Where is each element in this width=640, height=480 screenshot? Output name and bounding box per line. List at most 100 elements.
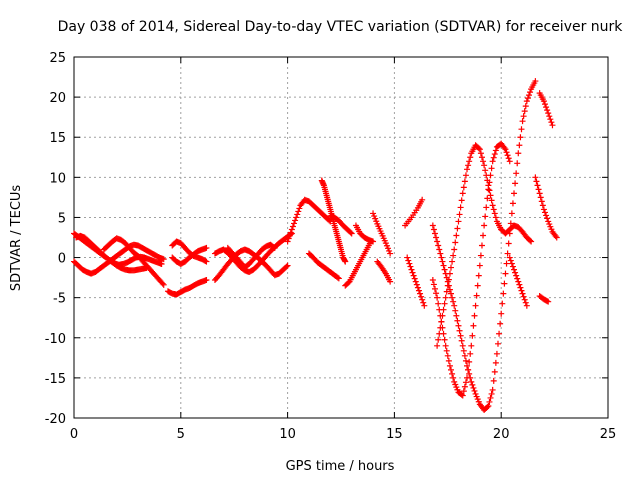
- data-point: [420, 299, 427, 306]
- data-point: [160, 256, 167, 263]
- data-point: [487, 192, 494, 199]
- data-point: [453, 232, 460, 239]
- data-point: [382, 240, 389, 247]
- data-point: [462, 379, 469, 386]
- data-point: [549, 122, 556, 129]
- data-point: [471, 387, 478, 394]
- data-point: [545, 110, 552, 117]
- data-point: [546, 221, 553, 228]
- series-arc-14: [327, 212, 355, 237]
- data-point: [404, 254, 411, 261]
- data-point: [527, 89, 534, 96]
- data-point: [519, 118, 526, 125]
- data-point: [471, 312, 478, 319]
- data-point: [348, 230, 355, 237]
- series-arc-28: [536, 293, 552, 305]
- data-point: [430, 226, 437, 233]
- data-point: [433, 234, 440, 241]
- data-point: [494, 340, 501, 347]
- data-point: [449, 370, 456, 377]
- data-point: [464, 166, 471, 173]
- data-point: [537, 194, 544, 201]
- data-point: [513, 272, 520, 279]
- data-point: [491, 368, 498, 375]
- data-point: [505, 155, 512, 162]
- series-arc-4: [100, 235, 167, 288]
- data-point: [443, 288, 450, 295]
- data-point: [434, 342, 441, 349]
- data-point: [384, 245, 391, 252]
- data-point: [283, 263, 290, 270]
- series-arc-22: [429, 140, 513, 399]
- data-point: [485, 182, 492, 189]
- data-point: [441, 336, 448, 343]
- data-point: [413, 281, 420, 288]
- data-point: [466, 158, 473, 165]
- data-point: [203, 258, 210, 265]
- data-point: [472, 302, 479, 309]
- data-point: [461, 178, 468, 185]
- data-point: [469, 381, 476, 388]
- data-point: [480, 232, 487, 239]
- data-point: [459, 392, 466, 399]
- data-point: [387, 278, 394, 285]
- data-point: [482, 167, 489, 174]
- series-arc-27: [536, 90, 556, 129]
- x-tick-label: 5: [177, 427, 185, 442]
- data-point: [456, 327, 463, 334]
- data-point: [473, 393, 480, 400]
- data-point: [438, 254, 445, 261]
- data-point: [433, 290, 440, 297]
- series-arc-21: [429, 78, 539, 413]
- data-point: [202, 257, 209, 264]
- x-tick-label: 15: [386, 427, 403, 442]
- data-point: [405, 257, 412, 264]
- series-arc-11: [284, 196, 334, 245]
- data-point: [548, 119, 555, 126]
- data-point: [159, 280, 166, 287]
- x-tick-label: 0: [70, 427, 78, 442]
- data-point: [483, 172, 490, 179]
- data-point: [435, 336, 442, 343]
- data-point: [523, 98, 530, 105]
- data-point: [481, 222, 488, 229]
- data-point: [520, 113, 527, 120]
- data-point: [446, 362, 453, 369]
- data-point: [386, 247, 393, 254]
- data-point: [516, 281, 523, 288]
- data-point: [548, 226, 555, 233]
- data-point: [540, 98, 547, 105]
- data-point: [445, 357, 452, 364]
- x-axis-label: GPS time / hours: [286, 459, 395, 474]
- data-point: [347, 229, 354, 236]
- data-point: [545, 218, 552, 225]
- data-point: [541, 101, 548, 108]
- data-point: [476, 146, 483, 153]
- y-tick-label: -5: [53, 292, 66, 307]
- data-point: [411, 275, 418, 282]
- data-point: [452, 381, 459, 388]
- data-point: [473, 292, 480, 299]
- data-point: [512, 180, 519, 187]
- data-point: [477, 150, 484, 157]
- series-arc-15: [342, 238, 374, 289]
- data-point: [451, 246, 458, 253]
- data-point: [444, 282, 451, 289]
- data-point: [504, 250, 511, 257]
- data-point: [470, 322, 477, 329]
- data-point: [465, 366, 472, 373]
- data-point: [513, 170, 520, 177]
- data-point: [158, 260, 165, 267]
- data-point: [160, 281, 167, 288]
- data-point: [443, 347, 450, 354]
- series-arc-13: [318, 177, 349, 265]
- data-point: [387, 250, 394, 257]
- data-point: [440, 262, 447, 269]
- data-point: [448, 366, 455, 373]
- data-point: [462, 172, 469, 179]
- data-point: [435, 242, 442, 249]
- data-point: [519, 290, 526, 297]
- data-point: [489, 158, 496, 165]
- data-point: [492, 147, 499, 154]
- data-point: [522, 103, 529, 110]
